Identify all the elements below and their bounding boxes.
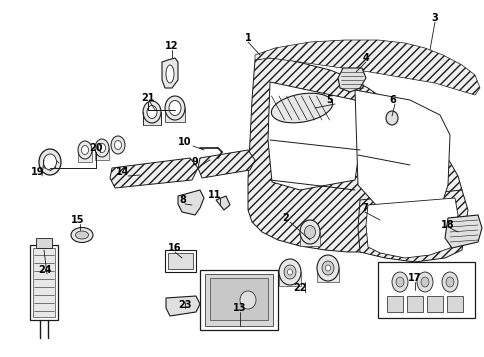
Ellipse shape	[143, 101, 161, 123]
Polygon shape	[444, 215, 481, 248]
Text: 21: 21	[141, 93, 154, 103]
Ellipse shape	[317, 255, 338, 281]
Ellipse shape	[441, 272, 457, 292]
Polygon shape	[167, 253, 193, 269]
Ellipse shape	[420, 277, 428, 287]
Polygon shape	[255, 40, 479, 95]
Text: 15: 15	[71, 215, 85, 225]
Text: 6: 6	[389, 95, 395, 105]
Ellipse shape	[114, 141, 121, 150]
Polygon shape	[357, 190, 467, 262]
Ellipse shape	[166, 65, 174, 83]
Text: 8: 8	[179, 195, 186, 205]
Text: 11: 11	[208, 190, 221, 200]
Text: 3: 3	[431, 13, 438, 23]
Text: 17: 17	[408, 273, 421, 283]
Ellipse shape	[81, 146, 88, 155]
Polygon shape	[365, 198, 457, 258]
Polygon shape	[268, 82, 359, 190]
Ellipse shape	[287, 269, 292, 275]
Ellipse shape	[445, 277, 453, 287]
Ellipse shape	[416, 272, 432, 292]
Polygon shape	[199, 270, 277, 330]
Ellipse shape	[168, 101, 181, 116]
Polygon shape	[165, 108, 184, 122]
Ellipse shape	[391, 272, 407, 292]
Ellipse shape	[278, 259, 301, 285]
Ellipse shape	[147, 106, 157, 119]
Text: 19: 19	[31, 167, 45, 177]
Ellipse shape	[95, 139, 109, 157]
Polygon shape	[446, 296, 462, 312]
Polygon shape	[205, 274, 272, 326]
Polygon shape	[30, 245, 58, 320]
Polygon shape	[78, 150, 92, 162]
Polygon shape	[247, 58, 461, 252]
Polygon shape	[337, 68, 365, 92]
Polygon shape	[386, 296, 402, 312]
Polygon shape	[143, 112, 161, 125]
Polygon shape	[426, 296, 442, 312]
Text: 5: 5	[326, 95, 333, 105]
Ellipse shape	[78, 141, 92, 159]
Ellipse shape	[165, 96, 184, 120]
Text: 23: 23	[178, 300, 191, 310]
Text: 24: 24	[38, 265, 52, 275]
Polygon shape	[110, 158, 197, 188]
Polygon shape	[377, 262, 474, 318]
Ellipse shape	[300, 220, 319, 244]
Polygon shape	[178, 190, 204, 215]
Ellipse shape	[325, 265, 330, 271]
Ellipse shape	[111, 136, 125, 154]
Text: 22: 22	[293, 283, 306, 293]
Ellipse shape	[76, 231, 88, 239]
Polygon shape	[95, 148, 109, 160]
Polygon shape	[317, 268, 338, 282]
Polygon shape	[354, 90, 449, 218]
Ellipse shape	[39, 149, 61, 175]
Polygon shape	[166, 296, 199, 316]
Polygon shape	[36, 238, 52, 248]
Polygon shape	[197, 150, 255, 178]
Ellipse shape	[385, 111, 397, 125]
Text: 16: 16	[168, 243, 182, 253]
Ellipse shape	[395, 277, 403, 287]
Ellipse shape	[44, 154, 56, 170]
Ellipse shape	[321, 261, 333, 275]
Text: 9: 9	[191, 157, 198, 167]
Ellipse shape	[271, 93, 332, 123]
Text: 4: 4	[362, 53, 369, 63]
Text: 10: 10	[178, 137, 191, 147]
Ellipse shape	[71, 227, 93, 242]
Text: 14: 14	[116, 167, 130, 177]
Text: 18: 18	[440, 220, 454, 230]
Text: 2: 2	[282, 213, 289, 223]
Polygon shape	[162, 58, 178, 88]
Text: 7: 7	[361, 203, 368, 213]
Ellipse shape	[284, 265, 295, 279]
Polygon shape	[300, 232, 319, 246]
Ellipse shape	[304, 226, 315, 238]
Polygon shape	[215, 196, 229, 210]
Ellipse shape	[240, 291, 256, 309]
Text: 20: 20	[89, 143, 103, 153]
Text: 1: 1	[244, 33, 251, 43]
Polygon shape	[33, 248, 55, 317]
Polygon shape	[278, 272, 301, 286]
Polygon shape	[406, 296, 422, 312]
Text: 13: 13	[233, 303, 246, 313]
Polygon shape	[165, 250, 196, 272]
Text: 12: 12	[165, 41, 179, 51]
Ellipse shape	[98, 144, 106, 152]
Polygon shape	[210, 278, 268, 320]
